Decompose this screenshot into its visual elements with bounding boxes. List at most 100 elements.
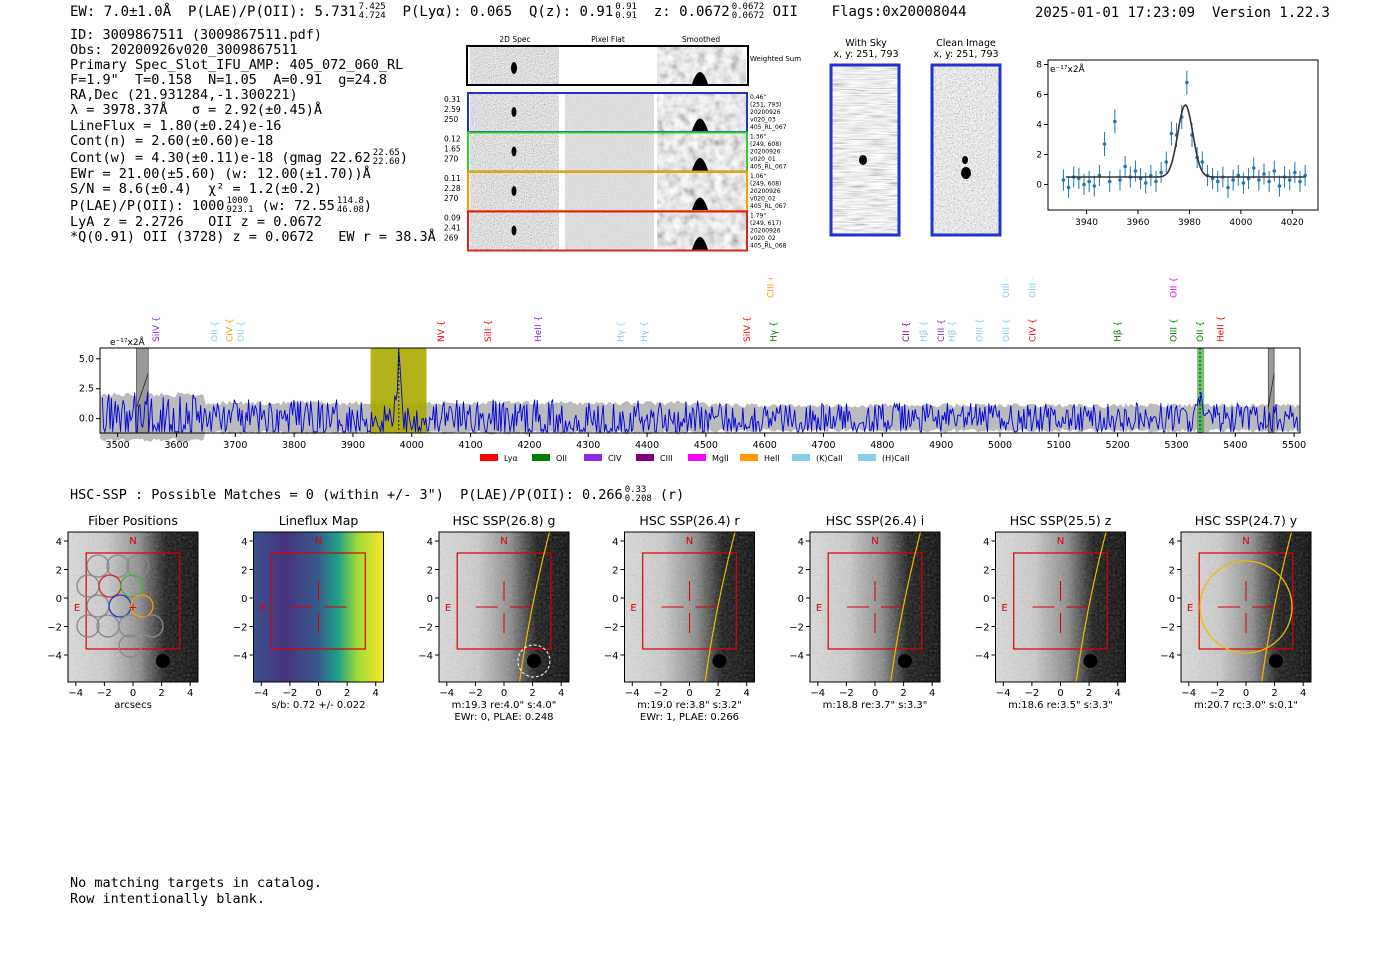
cutout-right-value: v020_03 (750, 117, 776, 124)
hsc-image-noise (810, 532, 940, 682)
spectrum-xtick-label: 3800 (282, 440, 306, 451)
hsc-xtick-label: −2 (654, 688, 669, 699)
hsc-xtick-label: −4 (810, 688, 825, 699)
aperture-box (827, 552, 923, 650)
spectrum-ytick-label: 2.5 (79, 384, 94, 395)
spectral-line-label: OIII { (1002, 318, 1012, 342)
fit-point (1143, 181, 1148, 185)
hsc-ytick-label: 4 (983, 537, 989, 548)
cutout-right-value: 20200926 (750, 228, 781, 235)
hsc-xtick-label: −2 (1025, 688, 1040, 699)
cutout-pixelflat (565, 94, 654, 131)
hsc-ytick-label: −4 (418, 651, 433, 662)
cutout-right-value: 0.46" (750, 94, 766, 101)
hsc-text: HSC-SSP : Possible Matches = 0 (within +… (70, 487, 623, 503)
hsc-xtick-label: −2 (1210, 688, 1225, 699)
hsc-xtick-label: 4 (558, 688, 564, 699)
fit-point (1267, 179, 1271, 184)
info-lambda: λ = 3978.37Å σ = 2.92(±0.45)Å (70, 102, 322, 119)
hsc-xtick-label: 4 (187, 688, 193, 699)
hsc-image-noise (439, 532, 569, 682)
hsc-ytick-label: −4 (789, 651, 804, 662)
info-plae-w: (w: 72.55 (261, 197, 335, 214)
hsc-xtick-label: −4 (254, 688, 269, 699)
gmag-lo: 22.60 (372, 156, 400, 167)
legend-swatch (636, 454, 654, 461)
cutout-frame (467, 210, 748, 252)
neighbor-galaxy (155, 654, 170, 668)
fit-point (1061, 178, 1066, 182)
cutout-smoothed-source (692, 237, 708, 250)
qz-lo: 0.91 (615, 11, 637, 21)
hsc-xtick-label: 4 (1300, 688, 1306, 699)
z-line: OII (772, 4, 798, 20)
fit-point (1066, 185, 1071, 190)
spectrum-xtick-label: 5000 (988, 440, 1012, 451)
spectrum-xtick-label: 4100 (458, 440, 482, 451)
hsc-ytick-label: −2 (1160, 623, 1175, 634)
hsc-image-noise (1181, 532, 1311, 682)
hsc-ytick-label: −2 (789, 623, 804, 634)
cutout-gap (654, 94, 657, 131)
masked-band-hatch (136, 373, 149, 408)
fit-point (1133, 169, 1138, 173)
spectrum-xtick-label: 4000 (400, 440, 424, 451)
gmag-hi: 22.65 (372, 147, 400, 158)
fit-point (1102, 142, 1107, 146)
fiber-circle (130, 594, 154, 618)
hsc-xtick-label: 2 (900, 688, 906, 699)
hsc-ytick-label: 4 (798, 537, 804, 548)
north-label: N (315, 536, 322, 547)
neighbor-galaxy (897, 654, 912, 668)
legend-swatch (532, 454, 550, 461)
legend-swatch (584, 454, 602, 461)
fit-point (1262, 172, 1266, 176)
info-plae-lo: 923.1 (226, 204, 254, 215)
cutout-gap (654, 173, 657, 210)
fit-point (1082, 182, 1086, 187)
spectrum-xtick-label: 3700 (223, 440, 247, 451)
spectral-line-label: HeII { (1217, 316, 1227, 342)
hsc-ytick-label: −2 (604, 623, 619, 634)
aperture-box (271, 552, 366, 650)
spectrum-xtick-label: 5300 (1164, 440, 1188, 451)
spectral-line-label: OIII { (1170, 318, 1180, 342)
info-plae-range: 1000 923.1 (226, 196, 254, 215)
spectrum-xtick-label: 4500 (694, 440, 718, 451)
hsc-xtick-label: 0 (1243, 688, 1249, 699)
info-plae-w-range: 114.8 46.08 (337, 196, 364, 215)
weighted-sum-source (511, 62, 517, 74)
hsc-panel-title: HSC SSP(25.5) z (1010, 513, 1112, 528)
hsc-xtick-label: 0 (501, 688, 507, 699)
with-sky-label: With Sky x, y: 251, 793 (826, 38, 906, 60)
spectral-line-label: Hγ { (617, 321, 627, 342)
hsc-ytick-label: 0 (798, 594, 804, 605)
header-line: EW: 7.0±1.0Å P(LAE)/P(OII): 5.731 7.425 4.… (70, 3, 967, 21)
line-fit-chart: 3940 3960 3980 4000 4020 0 2 4 6 8 e⁻¹⁷x2Å (1036, 59, 1319, 228)
cutout-left-value: 270 (444, 194, 459, 203)
fit-point (1215, 179, 1220, 184)
aperture-circle (1199, 560, 1293, 654)
hsc-ytick-label: 2 (612, 566, 618, 577)
fit-point (1185, 80, 1189, 85)
cutout-right-value: 1.36" (750, 134, 766, 141)
hsc-ytick-label: 4 (56, 537, 62, 548)
spectral-line-label: CIII { (937, 319, 947, 342)
hsc-xtick-label: 0 (1057, 688, 1063, 699)
cutout-right-value: 1.06" (750, 173, 766, 180)
hsc-ytick-label: −2 (975, 623, 990, 634)
fit-point (1257, 178, 1261, 182)
hsc-xtick-label: −2 (97, 688, 112, 699)
cutout-source (511, 107, 517, 117)
cutout-right-value: (249, 608) (750, 141, 781, 148)
spectral-line-label: NV { (437, 321, 447, 342)
with-sky-title: With Sky (845, 38, 887, 49)
fiber-circle (86, 554, 110, 578)
fit-point (1251, 166, 1256, 170)
fit-point (1241, 181, 1246, 185)
hsc-xtick-label: 4 (1115, 688, 1121, 699)
fit-curve (1066, 103, 1306, 178)
info-sn: S/N = 8.6(±0.4) χ² = 1.2(±0.2) (70, 180, 322, 197)
spectrum-xtick-label: 4400 (635, 440, 659, 451)
